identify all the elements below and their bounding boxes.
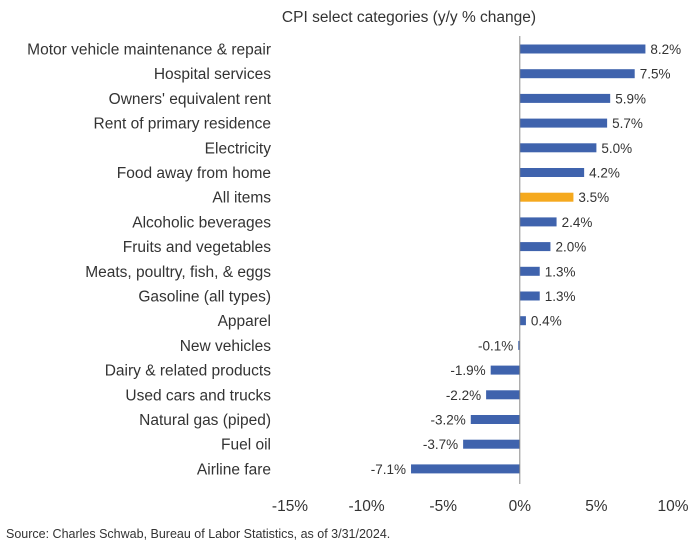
bar-12 — [518, 340, 520, 350]
x-tick-label: 0% — [509, 498, 532, 515]
value-label: 7.5% — [640, 67, 671, 82]
source-note: Source: Charles Schwab, Bureau of Labor … — [6, 527, 391, 541]
value-label: -2.2% — [446, 388, 481, 403]
bars-group — [411, 44, 646, 474]
x-tick-label: -10% — [349, 498, 385, 515]
bar-15 — [470, 415, 520, 424]
x-tick-label: 5% — [585, 498, 608, 515]
bar-9 — [519, 266, 540, 276]
value-label: 2.0% — [555, 240, 586, 255]
bar-4 — [519, 143, 597, 153]
category-label: Owners' equivalent rent — [109, 91, 272, 108]
bar-13 — [490, 365, 520, 375]
value-label: 0.4% — [531, 314, 562, 329]
category-label: Fruits and vegetables — [123, 239, 271, 256]
category-label: Rent of primary residence — [94, 116, 271, 133]
bar-2 — [519, 93, 611, 103]
x-axis-ticks: -15% -10% -5% 0% 5% 10% — [272, 498, 689, 515]
bar-0 — [519, 44, 646, 54]
chart-title: CPI select categories (y/y % change) — [282, 9, 536, 26]
category-label: Used cars and trucks — [125, 387, 271, 404]
bar-6 — [519, 192, 574, 202]
value-label: -0.1% — [478, 338, 513, 353]
value-label: 1.3% — [545, 289, 576, 304]
value-label: 2.4% — [562, 215, 593, 230]
value-labels: 8.2% 7.5% 5.9% 5.7% 5.0% 4.2% 3.5% 2.4% 2.0% 1.3%… — [371, 42, 681, 477]
value-label: -1.9% — [450, 363, 485, 378]
cpi-bar-chart: CPI select categories (y/y % change) Mot… — [27, 9, 689, 515]
bar-3 — [519, 118, 608, 128]
category-labels: Motor vehicle maintenance & repair Hospit… — [27, 42, 272, 479]
category-label: Natural gas (piped) — [139, 412, 271, 429]
category-label: New vehicles — [180, 338, 272, 355]
category-label: Motor vehicle maintenance & repair — [27, 42, 271, 59]
bar-10 — [519, 291, 540, 301]
category-label: Meats, poultry, fish, & eggs — [85, 264, 271, 281]
category-label: Alcoholic beverages — [132, 214, 271, 231]
value-label: 5.9% — [615, 91, 646, 106]
category-label: Food away from home — [117, 165, 271, 182]
bar-1 — [519, 69, 635, 79]
x-tick-label: -5% — [429, 498, 457, 515]
value-label: 1.3% — [545, 264, 576, 279]
bar-11 — [519, 316, 526, 326]
category-label: All items — [212, 190, 271, 207]
bar-8 — [519, 242, 551, 252]
bar-17 — [411, 464, 520, 474]
value-label: -7.1% — [371, 462, 406, 477]
value-label: -3.2% — [430, 413, 465, 428]
category-label: Fuel oil — [221, 437, 271, 454]
x-tick-label: 10% — [657, 498, 688, 515]
bar-7 — [519, 217, 557, 227]
value-label: -3.7% — [423, 437, 458, 452]
category-label: Hospital services — [154, 66, 271, 83]
category-label: Electricity — [205, 140, 272, 157]
category-label: Airline fare — [197, 461, 271, 478]
value-label: 5.0% — [601, 141, 632, 156]
value-label: 4.2% — [589, 166, 620, 181]
value-label: 8.2% — [650, 42, 681, 57]
value-label: 5.7% — [612, 116, 643, 131]
bar-16 — [463, 439, 520, 449]
bar-5 — [519, 168, 585, 177]
x-tick-label: -15% — [272, 498, 308, 515]
bar-14 — [486, 390, 520, 400]
category-label: Dairy & related products — [105, 363, 272, 380]
category-label: Apparel — [218, 313, 271, 330]
value-label: 3.5% — [578, 190, 609, 205]
category-label: Gasoline (all types) — [138, 289, 271, 306]
